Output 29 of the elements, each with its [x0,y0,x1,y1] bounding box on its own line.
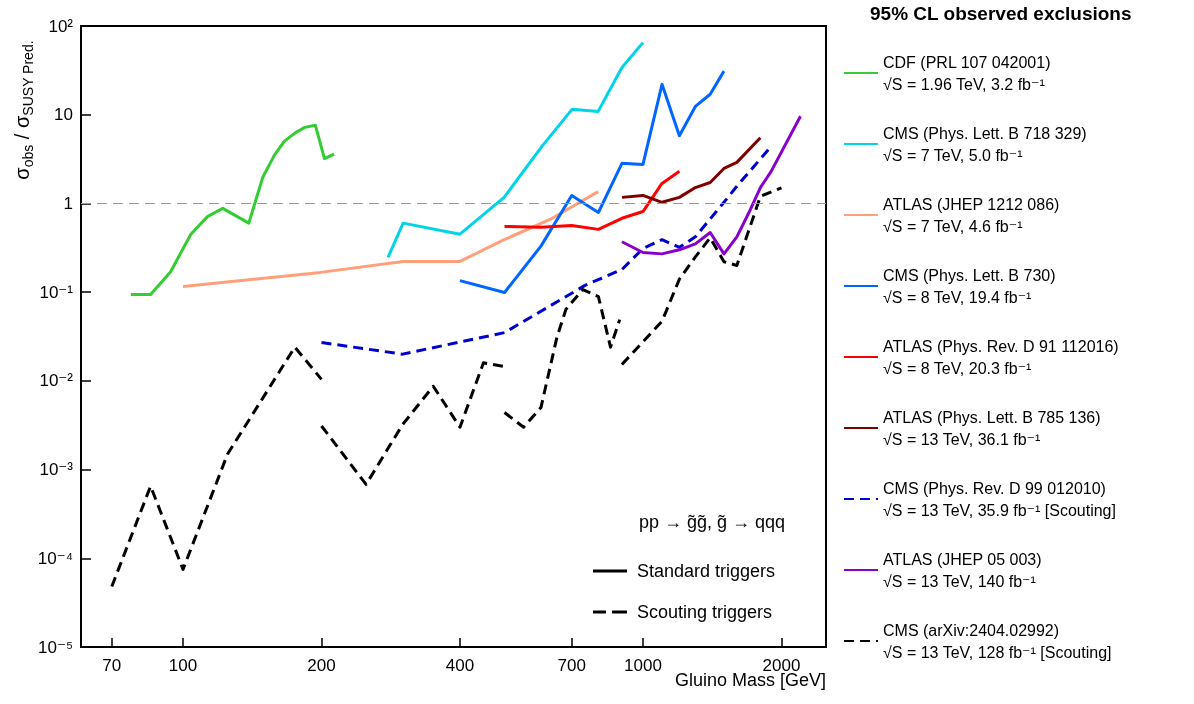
y-tick-label: 1 [63,193,73,213]
y-tick-label: 10⁻² [39,371,74,391]
legend-label: CMS (arXiv:2404.02992) √S = 13 TeV, 128 fb⁻¹ [Scouting] [883,621,1112,661]
legend-label: ATLAS (JHEP 1212 086) √S = 7 TeV, 4.6 fb⁻¹ [883,195,1060,235]
legend-label: CMS (Phys. Rev. D 99 012010) √S = 13 TeV, 35.9 fb⁻¹ [Scouting] [883,479,1116,519]
legend-title: 95% CL observed exclusions [870,3,1132,24]
legend-label: ATLAS (JHEP 05 003) √S = 13 TeV, 140 fb⁻¹ [883,550,1042,590]
legend-label: CMS (Phys. Lett. B 730) √S = 8 TeV, 19.4 fb⁻¹ [883,266,1056,306]
legend-label: CDF (PRL 107 042001) √S = 1.96 TeV, 3.2 fb⁻¹ [883,53,1051,93]
legend-label: ATLAS (Phys. Lett. B 785 136) √S = 13 TeV, 36.1 fb⁻¹ [883,408,1101,448]
x-tick-label: 400 [445,656,475,675]
x-tick-label: 700 [557,656,586,675]
annotation: Scouting triggers [637,602,773,622]
x-axis-title: Gluino Mass [GeV] [674,670,826,690]
y-tick-label: 10 [54,105,73,125]
y-tick-label: 10² [48,16,74,36]
x-tick-label: 1000 [624,656,662,675]
y-tick-label: 10⁻³ [39,460,74,480]
x-tick-label: 100 [168,656,198,675]
y-axis-title: σobs / σSUSY Pred. [11,40,36,180]
x-tick-label: 200 [307,656,336,675]
legend-label: ATLAS (Phys. Rev. D 91 112016) √S = 8 TeV, 20.3 fb⁻¹ [883,337,1119,377]
y-tick-label: 10⁻⁵ [38,637,73,657]
annotation: pp → g̃g̃, g̃ → qqq [638,512,786,532]
annotation: Standard triggers [637,561,776,581]
y-tick-label: 10⁻⁴ [37,548,73,568]
y-tick-label: 10⁻¹ [39,282,74,302]
legend-label: CMS (Phys. Lett. B 718 329) √S = 7 TeV, 5.0 fb⁻¹ [883,124,1087,164]
x-tick-label: 70 [102,656,122,675]
